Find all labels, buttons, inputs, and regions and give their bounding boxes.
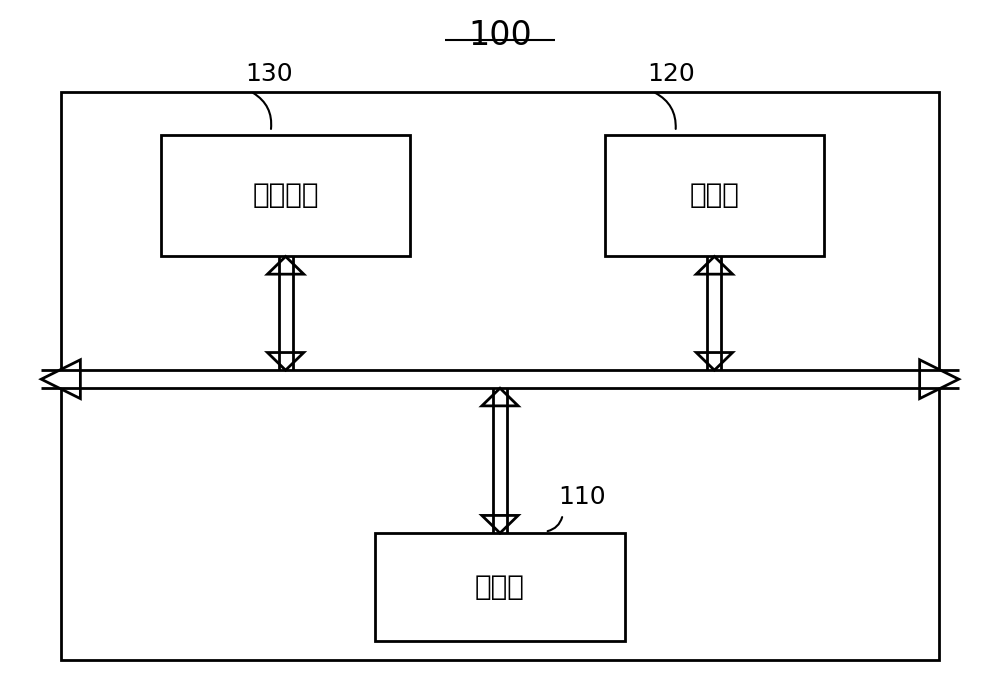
Text: 110: 110 (558, 485, 605, 509)
Bar (375, 533, 625, 641)
Polygon shape (267, 352, 304, 370)
Bar (161, 135, 410, 256)
Polygon shape (267, 257, 304, 274)
Text: 100: 100 (468, 19, 532, 52)
Bar (605, 135, 824, 256)
Polygon shape (696, 257, 733, 274)
Polygon shape (920, 360, 959, 399)
Text: 存储器: 存储器 (475, 574, 525, 601)
Polygon shape (41, 360, 80, 399)
Polygon shape (696, 352, 733, 370)
Text: 通信模块: 通信模块 (252, 182, 319, 209)
Bar (61, 91, 939, 660)
Polygon shape (482, 516, 518, 533)
Text: 处理器: 处理器 (689, 182, 739, 209)
Text: 130: 130 (246, 62, 293, 86)
Text: 120: 120 (648, 62, 695, 86)
Polygon shape (482, 388, 518, 406)
